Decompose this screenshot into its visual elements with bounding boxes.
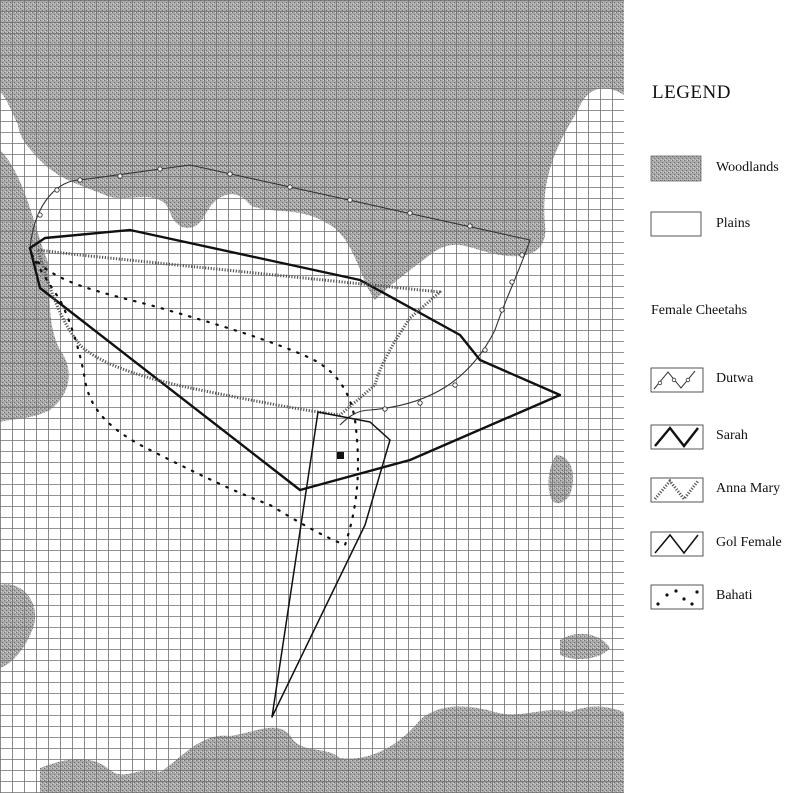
map-grid xyxy=(0,0,624,793)
den-site-marker xyxy=(337,452,344,459)
legend-label-anna-mary: Anna Mary xyxy=(716,481,781,496)
anna-mary-swatch xyxy=(650,477,704,503)
sarah-swatch xyxy=(650,424,704,450)
gol-female-swatch xyxy=(650,531,704,557)
range-sarah xyxy=(28,228,562,492)
legend-label-dutwa: Dutwa xyxy=(716,371,754,386)
range-dutwa xyxy=(29,164,531,426)
legend-label-bahati: Bahati xyxy=(716,588,753,603)
bahati-swatch xyxy=(650,584,704,610)
plains-swatch xyxy=(650,211,702,237)
woodland-swatch xyxy=(650,155,702,182)
legend-label-plains: Plains xyxy=(716,216,751,231)
legend-subtitle: Female Cheetahs xyxy=(651,303,748,318)
range-dutwa-markers xyxy=(37,166,525,412)
range-anna-mary xyxy=(36,248,442,417)
dutwa-swatch xyxy=(650,367,704,393)
legend-label-sarah: Sarah xyxy=(716,428,748,443)
range-gol-female xyxy=(271,411,391,718)
legend-label-gol-female: Gol Female xyxy=(716,535,782,550)
range-bahati xyxy=(30,253,360,547)
legend-title: LEGEND xyxy=(652,82,731,103)
legend-label-woodlands: Woodlands xyxy=(716,160,779,175)
